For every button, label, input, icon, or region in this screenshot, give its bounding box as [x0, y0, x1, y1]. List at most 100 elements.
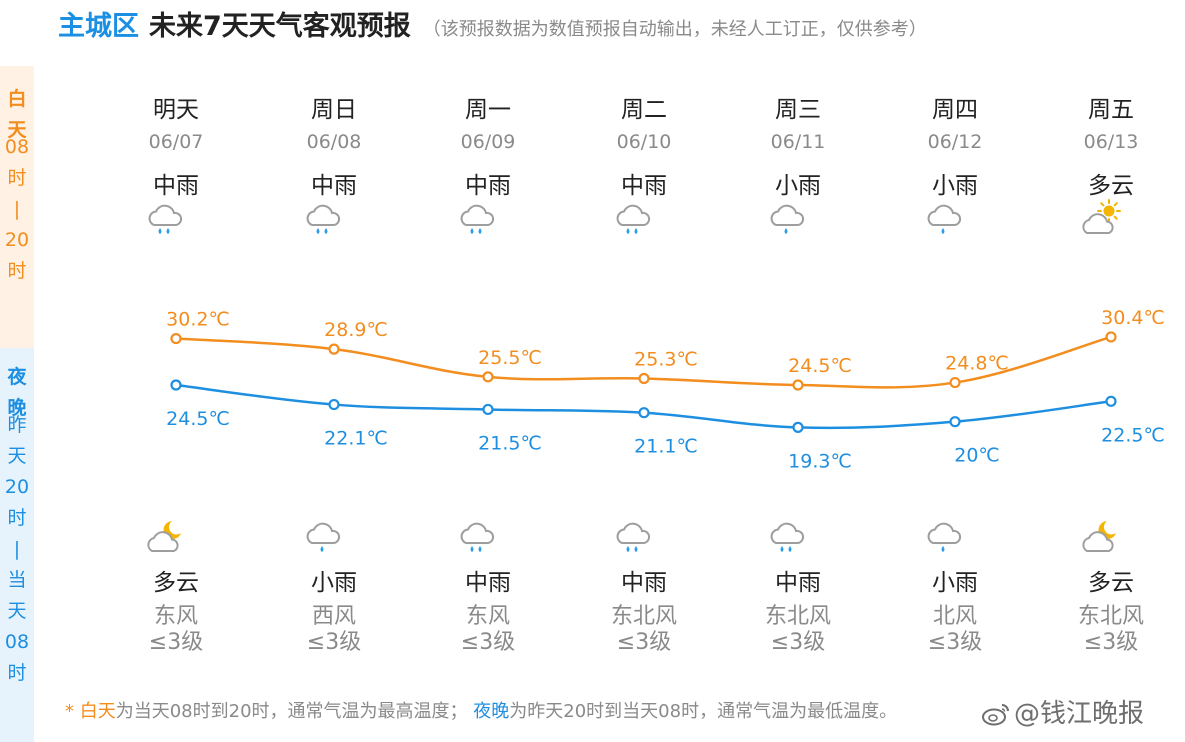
cloudy-day-icon — [1082, 199, 1121, 234]
day-name: 周二 — [621, 97, 667, 123]
wind-info: 东北风 ≤3级 — [1036, 604, 1185, 656]
footnote-star: * — [65, 701, 80, 722]
night-range-char: 天 — [7, 445, 27, 467]
night-weather: 小雨 — [932, 570, 978, 596]
night-range-char: 当 — [7, 569, 27, 591]
wind-level: ≤3级 — [616, 630, 672, 655]
day-temperature-label: 30.4℃ — [1101, 307, 1165, 329]
night-weather: 中雨 — [775, 570, 821, 596]
footnote-day-text: 为当天08时到20时，通常气温为最高温度； — [115, 701, 468, 722]
night-temperature-label: 21.1℃ — [634, 436, 698, 458]
moderate-rain-icon — [616, 522, 651, 552]
night-temperature-point — [638, 407, 650, 419]
day-temperature-point — [792, 379, 804, 391]
day-temperature-label: 25.3℃ — [634, 348, 698, 370]
wind-level: ≤3级 — [306, 630, 362, 655]
day-name: 周四 — [932, 97, 978, 123]
night-weather: 小雨 — [311, 570, 357, 596]
wind-level: ≤3级 — [770, 630, 826, 655]
day-weather: 中雨 — [621, 173, 667, 199]
wind-direction: 东风 — [153, 604, 198, 629]
date-label: 06/11 — [770, 131, 826, 153]
night-weather: 中雨 — [621, 570, 667, 596]
day-temperature-point — [638, 372, 650, 385]
day-name: 周三 — [775, 97, 821, 123]
night-weather: 中雨 — [465, 570, 511, 596]
light-rain-icon — [306, 522, 341, 552]
wind-level: ≤3级 — [460, 630, 516, 655]
footnote-night-text: 为昨天20时到当天08时，通常气温为最低温度。 — [509, 701, 898, 722]
day-temperature-point — [949, 376, 961, 389]
wind-direction: 东北风 — [1077, 604, 1144, 629]
day-temperature-point — [1105, 331, 1117, 343]
district-name: 主城区 — [58, 11, 139, 42]
moderate-rain-icon — [460, 522, 495, 552]
day-name: 明天 — [153, 97, 199, 123]
day-name: 周日 — [311, 97, 357, 123]
night-temperature-line — [175, 383, 1112, 430]
wind-direction: 东北风 — [764, 604, 831, 629]
cloudy-night-icon — [147, 521, 181, 552]
day-name: 周一 — [465, 97, 511, 123]
day-range-char: 时 — [7, 167, 27, 189]
wind-level: ≤3级 — [148, 630, 204, 655]
watermark: @钱江晚报 — [982, 693, 1144, 730]
wind-direction: 东风 — [465, 604, 510, 629]
day-weather: 中雨 — [153, 173, 199, 199]
day-range-char: 时 — [7, 260, 27, 282]
night-temperature-point — [949, 416, 961, 428]
cloudy-night-icon — [1082, 521, 1116, 552]
watermark-text: @钱江晚报 — [1014, 699, 1145, 729]
night-temperature-point — [792, 421, 804, 433]
day-weather: 中雨 — [465, 173, 511, 199]
day-head: 白 天 — [7, 84, 27, 141]
wind-info: 北风 ≤3级 — [880, 604, 1030, 656]
night-head: 夜 晚 — [7, 362, 27, 419]
day-temperature-label: 30.2℃ — [166, 309, 230, 331]
night-temperature-label: 19.3℃ — [788, 450, 852, 472]
day-range-char: 08 — [4, 136, 30, 158]
date-label: 06/07 — [148, 131, 204, 153]
light-rain-icon — [770, 204, 805, 234]
night-temperature-point — [1105, 395, 1117, 407]
night-weather: 多云 — [153, 570, 199, 596]
night-range-char: 时 — [7, 662, 27, 684]
night-period-label: 夜 晚 昨 天 20 时 | 当 天 08 时 — [0, 348, 34, 742]
wind-info: 东北风 ≤3级 — [723, 604, 873, 656]
night-range-char: 08 — [4, 631, 30, 653]
header: 主城区 未来7天天气客观预报 （该预报数据为数值预报自动输出，未经人工订正，仅供… — [58, 4, 927, 44]
night-temperature-label: 20℃ — [954, 445, 1000, 467]
moderate-rain-icon — [460, 204, 495, 234]
date-label: 06/12 — [927, 131, 983, 153]
wind-direction: 西风 — [311, 604, 356, 629]
day-head-char: 天 — [7, 119, 27, 141]
weibo-icon — [982, 704, 1009, 726]
day-weather: 多云 — [1088, 173, 1134, 199]
night-temperature-label: 22.1℃ — [324, 428, 388, 450]
date-label: 06/10 — [616, 131, 672, 153]
night-range-char: 天 — [7, 600, 27, 622]
night-temperature-label: 22.5℃ — [1101, 424, 1165, 446]
wind-info: 东风 ≤3级 — [413, 604, 563, 656]
night-weather: 多云 — [1088, 570, 1134, 596]
night-head-char: 夜 — [7, 366, 27, 388]
night-temperature-label: 24.5℃ — [166, 408, 230, 430]
day-temperature-label: 28.9℃ — [324, 319, 388, 341]
day-head-char: 白 — [7, 88, 27, 110]
day-range-char: 20 — [4, 229, 30, 251]
day-period-label: 白 天 08 时 | 20 时 — [0, 66, 34, 348]
night-temperature-label: 21.5℃ — [478, 432, 542, 454]
wind-level: ≤3级 — [1083, 630, 1139, 655]
day-temperature-label: 25.5℃ — [478, 347, 542, 369]
wind-level: ≤3级 — [927, 630, 983, 655]
day-weather: 中雨 — [311, 173, 357, 199]
light-rain-icon — [927, 204, 962, 234]
night-temperature-point — [170, 379, 182, 391]
day-range-char: | — [13, 198, 21, 220]
moderate-rain-icon — [148, 204, 183, 234]
footnote-night-word: 夜晚 — [473, 701, 510, 722]
disclaimer: （该预报数据为数值预报自动输出，未经人工订正，仅供参考） — [422, 19, 927, 40]
night-temperature-point — [482, 403, 494, 416]
date-label: 06/09 — [460, 131, 516, 153]
